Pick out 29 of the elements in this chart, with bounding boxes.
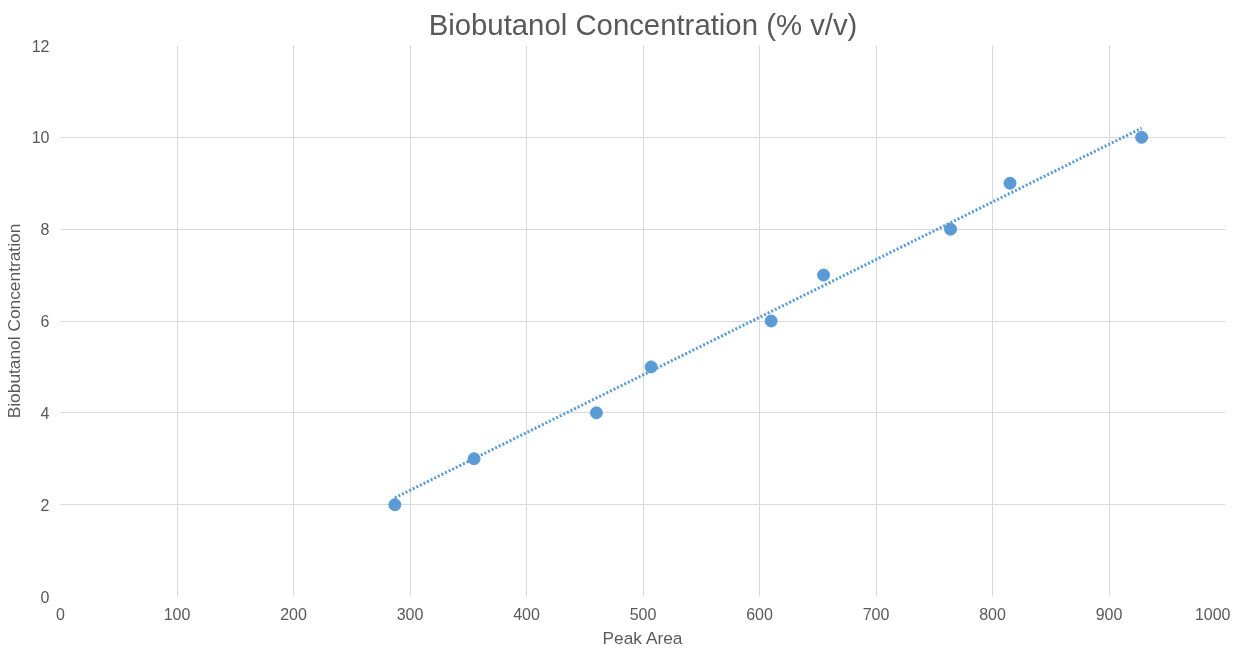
x-tick-label: 0 xyxy=(56,605,66,623)
y-tick-label: 8 xyxy=(40,221,50,239)
x-tick-label: 100 xyxy=(163,605,191,623)
y-tick-label: 0 xyxy=(40,588,50,606)
x-axis-title: Peak Area xyxy=(602,627,683,648)
point xyxy=(1135,130,1149,144)
x-tick-label: 900 xyxy=(1095,605,1123,623)
y-tick-label: 12 xyxy=(31,37,50,55)
x-tick-label: 300 xyxy=(396,605,424,623)
point xyxy=(817,268,831,282)
y-tick-label: 2 xyxy=(40,496,50,514)
point xyxy=(944,222,958,236)
y-tick-label: 6 xyxy=(40,313,50,330)
x-tick-label: 800 xyxy=(979,605,1006,623)
chart-title: Biobutanol Concentration (% v/v) xyxy=(428,7,858,41)
x-tick-label: 1000 xyxy=(1194,605,1231,623)
x-tick-label: 500 xyxy=(629,605,657,623)
point xyxy=(1003,176,1017,190)
y-tick-label: 10 xyxy=(31,129,50,147)
x-tick-label: 200 xyxy=(280,605,307,623)
x-tick-label: 700 xyxy=(862,605,890,623)
point xyxy=(589,406,603,420)
y-axis-title: Biobutanol Concentration xyxy=(3,223,24,419)
y-tick-label: 4 xyxy=(40,404,50,422)
x-tick-label: 400 xyxy=(513,605,540,623)
point xyxy=(764,314,778,328)
point xyxy=(644,360,658,374)
x-tick-label: 600 xyxy=(746,605,773,623)
point xyxy=(388,498,402,512)
